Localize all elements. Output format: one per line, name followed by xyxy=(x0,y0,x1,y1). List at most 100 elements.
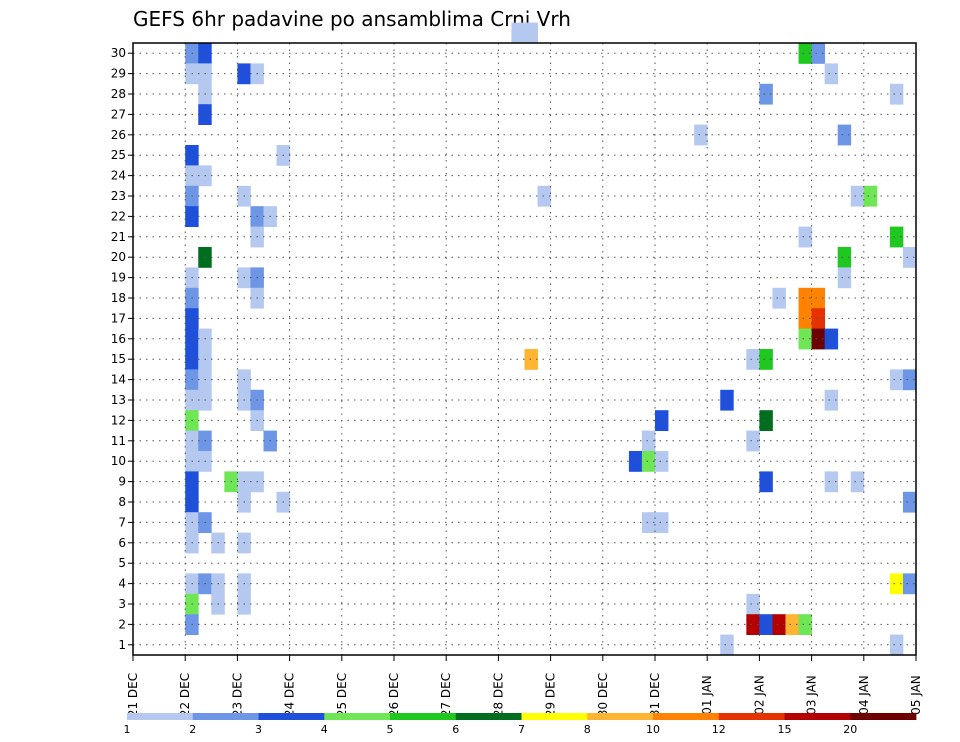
data-cell xyxy=(811,43,826,64)
data-cell xyxy=(759,83,773,105)
colorbar-label: 1 xyxy=(124,723,131,736)
x-tick-label: 05 JAN xyxy=(909,675,923,715)
data-cell xyxy=(524,349,538,370)
colorbar-segment xyxy=(390,713,457,720)
data-cell xyxy=(889,634,904,656)
colorbar-label: 15 xyxy=(778,723,792,736)
colorbar-segment xyxy=(192,713,259,720)
colorbar-label: 2 xyxy=(189,723,196,736)
data-cell xyxy=(628,451,643,472)
y-tick-label: 15 xyxy=(111,352,126,366)
colorbar-label: 12 xyxy=(712,723,726,736)
colorbar-label: 8 xyxy=(584,723,591,736)
x-tick-label: 22 DEC xyxy=(178,673,192,717)
y-tick-label: 24 xyxy=(111,169,126,183)
data-cell xyxy=(811,287,826,309)
y-tick-label: 28 xyxy=(111,87,126,101)
y-tick-label: 12 xyxy=(111,413,126,427)
y-tick-label: 26 xyxy=(111,128,126,142)
data-cell xyxy=(837,267,852,289)
data-cell xyxy=(641,451,656,472)
data-cell xyxy=(798,328,812,350)
data-cell xyxy=(785,614,799,635)
x-tick-label: 29 DEC xyxy=(544,673,558,717)
x-tick-label: 31 DEC xyxy=(648,673,662,717)
data-cell xyxy=(759,349,773,370)
colorbar-label: 5 xyxy=(387,723,394,736)
y-tick-label: 6 xyxy=(118,536,126,550)
y-tick-label: 27 xyxy=(111,107,126,121)
colorbar-label: 4 xyxy=(321,723,328,736)
y-tick-label: 8 xyxy=(118,495,126,509)
data-cell xyxy=(824,389,839,411)
data-cell xyxy=(902,247,917,268)
y-tick-label: 3 xyxy=(118,597,126,611)
y-tick-label: 4 xyxy=(118,577,126,591)
colorbar-label: 10 xyxy=(646,723,660,736)
x-tick-label: 26 DEC xyxy=(387,673,401,717)
data-cell xyxy=(902,573,917,595)
data-cell xyxy=(889,573,904,595)
colorbar-segment xyxy=(784,713,851,720)
colorbar: 1 2 3 4 5 6 7 8 10 12 15 20 xyxy=(124,713,917,736)
data-cell xyxy=(837,124,852,146)
data-cell xyxy=(655,410,669,431)
data-cell xyxy=(759,614,773,635)
y-tick-label: 18 xyxy=(111,291,126,305)
data-cell xyxy=(863,185,878,207)
data-cell xyxy=(824,63,839,85)
data-cell xyxy=(889,226,904,248)
x-tick-label: 30 DEC xyxy=(596,673,610,717)
data-cell xyxy=(746,614,760,635)
colorbar-segment xyxy=(521,713,588,720)
y-tick-label: 10 xyxy=(111,454,126,468)
data-cell xyxy=(798,614,812,635)
y-tick-label: 25 xyxy=(111,148,126,162)
x-tick-label: 27 DEC xyxy=(439,673,453,717)
data-cell xyxy=(759,471,773,493)
colorbar-segment xyxy=(653,713,720,720)
colorbar-segment xyxy=(127,713,194,720)
data-cell xyxy=(824,328,839,350)
data-cell xyxy=(641,430,656,452)
x-tick-label: 02 JAN xyxy=(752,675,766,715)
data-cell xyxy=(655,512,669,533)
data-cell xyxy=(798,308,812,329)
x-tick-label: 25 DEC xyxy=(335,673,349,717)
data-cell xyxy=(811,308,826,329)
data-cell xyxy=(889,369,904,391)
grid-lines xyxy=(133,43,916,655)
x-tick-label: 03 JAN xyxy=(805,675,819,715)
colorbar-label: 6 xyxy=(452,723,459,736)
y-tick-label: 20 xyxy=(111,250,126,264)
x-tick-label: 23 DEC xyxy=(230,673,244,717)
colorbar-segment xyxy=(587,713,654,720)
data-cell xyxy=(837,247,852,268)
data-cell xyxy=(889,83,904,105)
colorbar-label: 7 xyxy=(518,723,525,736)
data-cell xyxy=(641,512,656,533)
y-tick-label: 14 xyxy=(111,373,126,387)
chart-title: GEFS 6hr padavine po ansamblima Crni Vrh xyxy=(133,7,571,31)
data-cell xyxy=(746,430,760,452)
x-tick-label: 01 JAN xyxy=(700,675,714,715)
data-cell xyxy=(811,328,826,350)
data-cell xyxy=(746,593,760,615)
y-tick-label: 1 xyxy=(118,638,126,652)
y-tick-label: 13 xyxy=(111,393,126,407)
data-cell xyxy=(720,634,734,656)
y-tick-label: 19 xyxy=(111,271,126,285)
data-cell xyxy=(824,471,839,493)
data-cell xyxy=(798,287,812,309)
y-tick-label: 30 xyxy=(111,46,126,60)
y-tick-label: 29 xyxy=(111,67,126,81)
data-cell xyxy=(902,491,917,513)
data-cell xyxy=(772,287,786,309)
data-cell xyxy=(798,226,812,248)
x-tick-label: 28 DEC xyxy=(491,673,505,717)
y-tick-label: 16 xyxy=(111,332,126,346)
plot-frame xyxy=(132,42,917,656)
y-tick-label: 11 xyxy=(111,434,126,448)
x-axis-ticks: 21 DEC 22 DEC 23 DEC 24 DEC 25 DEC 26 DEC 27 D… xyxy=(126,655,923,717)
